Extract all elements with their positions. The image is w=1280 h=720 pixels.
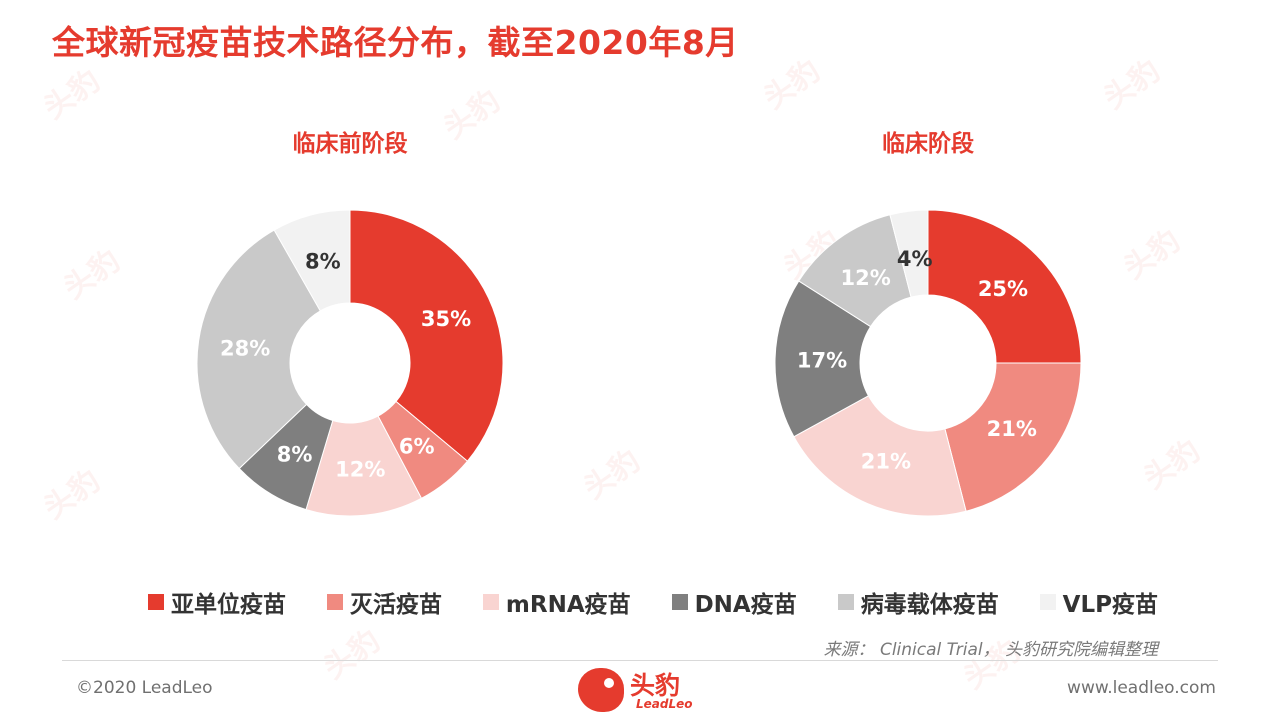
data-label: 28% xyxy=(220,337,270,361)
logo-text-en: LeadLeo xyxy=(636,697,693,711)
donut-slice xyxy=(273,209,351,312)
donut-slice xyxy=(889,209,929,298)
legend-item: mRNA疫苗 xyxy=(482,585,631,619)
data-label: 12% xyxy=(335,458,385,482)
leopard-icon xyxy=(578,668,624,712)
donut-slice xyxy=(927,209,1082,364)
legend-swatch xyxy=(326,594,343,610)
legend-swatch xyxy=(482,594,499,610)
website-link[interactable]: www.leadleo.com xyxy=(1067,678,1216,698)
leadleo-logo: 头豹 LeadLeo xyxy=(578,664,708,718)
page-title: 全球新冠疫苗技术路径分布，截至2020年8月 xyxy=(52,23,739,62)
legend-item: 亚单位疫苗 xyxy=(148,585,286,619)
legend-swatch xyxy=(837,594,854,610)
data-label: 6% xyxy=(399,434,435,458)
footer-divider xyxy=(62,660,1218,661)
legend-swatch xyxy=(148,594,164,610)
legend-item: VLP疫苗 xyxy=(1039,585,1158,619)
data-label: 12% xyxy=(841,266,891,290)
donut-slice xyxy=(349,209,504,462)
data-label: 21% xyxy=(987,417,1037,441)
legend-label: 病毒载体疫苗 xyxy=(860,592,999,618)
chart-title-preclinical: 临床前阶段 xyxy=(292,131,408,157)
legend-label: 亚单位疫苗 xyxy=(171,592,286,618)
source-note: 来源： Clinical Trial， 头豹研究院编辑整理 xyxy=(823,640,1158,660)
watermark: 头豹 xyxy=(317,623,387,687)
donut-charts: 35%6%12%8%28%8%25%21%21%17%12%4% xyxy=(196,209,1082,517)
data-label: 8% xyxy=(305,250,341,274)
data-label: 21% xyxy=(861,449,911,473)
legend-item: DNA疫苗 xyxy=(671,585,797,619)
data-label: 8% xyxy=(277,442,313,466)
logo-text-cn: 头豹 xyxy=(630,671,681,700)
legend-label: DNA疫苗 xyxy=(694,592,797,618)
chart-legend: 亚单位疫苗 灭活疫苗 mRNA疫苗 DNA疫苗 病毒载体疫苗 VLP疫苗 xyxy=(148,584,1158,620)
legend-label: 灭活疫苗 xyxy=(349,592,442,618)
donut-slice xyxy=(774,280,872,438)
legend-item: 病毒载体疫苗 xyxy=(837,585,999,619)
data-label: 35% xyxy=(421,307,471,331)
legend-swatch xyxy=(671,594,688,610)
legend-label: mRNA疫苗 xyxy=(505,592,631,618)
data-label: 4% xyxy=(897,247,933,271)
legend-label: VLP疫苗 xyxy=(1062,592,1158,618)
data-label: 17% xyxy=(797,349,847,373)
donut-slice xyxy=(944,362,1082,512)
donut-slice xyxy=(196,229,321,470)
chart-title-clinical: 临床阶段 xyxy=(882,131,974,157)
donut-slice xyxy=(793,395,967,517)
legend-swatch xyxy=(1039,594,1056,610)
data-label: 25% xyxy=(978,277,1028,301)
legend-item: 灭活疫苗 xyxy=(326,585,442,619)
copyright: ©2020 LeadLeo xyxy=(76,678,213,698)
